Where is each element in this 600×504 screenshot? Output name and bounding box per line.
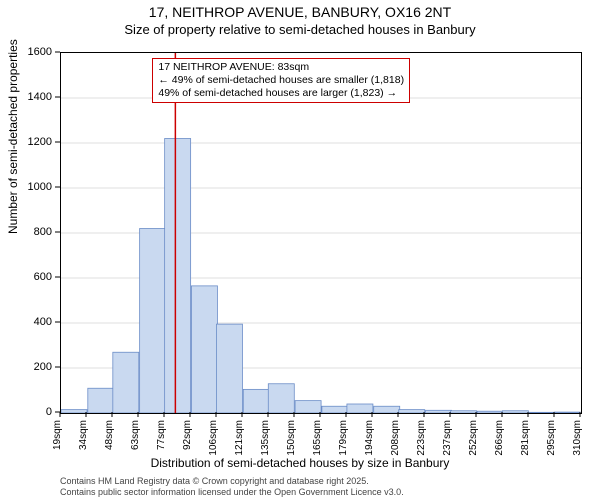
histogram-bar [295,401,321,413]
histogram-bar [399,410,425,413]
histogram-bar [529,412,555,413]
histogram-bar [347,404,373,413]
x-tick-label: 19sqm [52,420,63,450]
annotation-line-property: 17 NEITHROP AVENUE: 83sqm [158,61,404,74]
y-tick-label: 1400 [28,91,52,103]
x-tick-label: 295sqm [546,420,557,456]
histogram-bar [243,389,269,413]
histogram-bar [191,286,217,413]
chart-title-address: 17, NEITHROP AVENUE, BANBURY, OX16 2NT [0,4,600,20]
y-tick-label: 400 [34,316,52,328]
property-size-histogram: 17, NEITHROP AVENUE, BANBURY, OX16 2NT S… [0,4,600,504]
histogram-bar [140,229,166,414]
x-tick-label: 208sqm [390,420,401,456]
histogram-bar [88,388,114,413]
footer-line1: Contains HM Land Registry data © Crown c… [60,476,404,487]
x-tick-label: 77sqm [156,420,167,450]
x-tick-label: 121sqm [234,420,245,456]
x-tick-label: 266sqm [494,420,505,456]
x-tick-label: 252sqm [468,420,479,456]
histogram-bar [165,139,191,414]
x-tick-label: 48sqm [104,420,115,450]
x-tick-label: 34sqm [78,420,89,450]
y-tick-label: 1600 [28,46,52,58]
x-tick-label: 135sqm [260,420,271,456]
y-tick-label: 0 [46,406,52,418]
histogram-bar [113,352,139,413]
histogram-bar [374,406,400,413]
histogram-bar [451,411,477,413]
x-tick-label: 179sqm [338,420,349,456]
x-tick-label: 237sqm [442,420,453,456]
x-axis-title: Distribution of semi-detached houses by … [0,456,600,470]
y-tick-label: 800 [34,226,52,238]
x-tick-label: 92sqm [182,420,193,450]
plot-area [60,52,582,414]
annotation-line-larger: 49% of semi-detached houses are larger (… [158,87,404,100]
y-tick-label: 600 [34,271,52,283]
y-axis-title: Number of semi-detached properties [6,39,20,234]
histogram-bar [554,412,580,413]
x-tick-label: 165sqm [312,420,323,456]
histogram-bar [477,411,503,413]
y-tick-label: 1200 [28,136,52,148]
x-tick-label: 281sqm [520,420,531,456]
histogram-bar [426,410,452,413]
property-annotation-box: 17 NEITHROP AVENUE: 83sqm ← 49% of semi-… [152,58,410,103]
histogram-bar [216,324,242,413]
x-tick-label: 106sqm [208,420,219,456]
x-tick-label: 194sqm [364,420,375,456]
x-tick-label: 63sqm [130,420,141,450]
attribution-footer: Contains HM Land Registry data © Crown c… [60,476,404,498]
histogram-bar [322,406,348,413]
x-tick-label: 310sqm [572,420,583,456]
histogram-bar [502,411,528,413]
y-tick-label: 200 [34,361,52,373]
histogram-bar [61,410,87,413]
x-tick-label: 150sqm [286,420,297,456]
x-tick-label: 223sqm [416,420,427,456]
footer-line2: Contains public sector information licen… [60,487,404,498]
histogram-bar [268,384,294,413]
chart-subtitle: Size of property relative to semi-detach… [0,22,600,37]
annotation-line-smaller: ← 49% of semi-detached houses are smalle… [158,74,404,87]
y-tick-label: 1000 [28,181,52,193]
